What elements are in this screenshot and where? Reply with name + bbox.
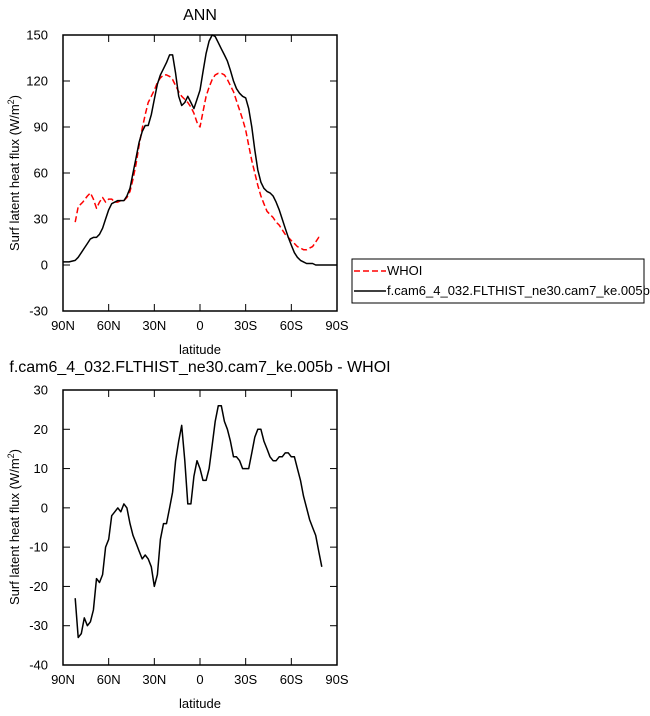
top-x-tick-label: 60S: [280, 318, 303, 333]
top-x-tick-label: 30S: [234, 318, 257, 333]
bottom-y-tick-label: -20: [29, 579, 48, 594]
bottom-y-tick-label: 0: [41, 500, 48, 515]
top-y-tick-label: 150: [26, 28, 48, 43]
top-x-tick-label: 90S: [325, 318, 348, 333]
top-y-ticks: -30 0 30 60 90 120 150: [26, 28, 337, 319]
top-chart-title: ANN: [183, 7, 217, 24]
bottom-y-tick-label: 10: [34, 461, 48, 476]
top-series-lines: [63, 34, 337, 266]
bottom-chart-title: f.cam6_4_032.FLTHIST_ne30.cam7_ke.005b -…: [9, 359, 390, 376]
legend-label-model: f.cam6_4_032.FLTHIST_ne30.cam7_ke.005b: [387, 283, 650, 298]
top-x-tick-label: 90N: [51, 318, 75, 333]
bottom-y-tick-label: -40: [29, 658, 48, 673]
top-panel: ANN 90N 60N 30N 0 30S 60S 90S -30 0 30 60 90 120 150…: [6, 7, 349, 357]
top-y-tick-label: 90: [34, 120, 48, 135]
bottom-y-ticks: -40 -30 -20 -10 0 10 20 30: [29, 383, 337, 673]
top-plot-frame: [62, 34, 338, 312]
bottom-panel: f.cam6_4_032.FLTHIST_ne30.cam7_ke.005b -…: [6, 359, 391, 711]
top-y-tick-label: 30: [34, 212, 48, 227]
legend-box: [351, 258, 645, 304]
bottom-y-tick-label: -10: [29, 540, 48, 555]
bottom-x-ticks: 90N 60N 30N 0 30S 60S 90S: [51, 390, 349, 687]
bottom-x-tick-label: 30N: [142, 672, 166, 687]
top-x-axis-label: latitude: [179, 342, 221, 357]
bottom-series-line-difference: [74, 404, 323, 639]
legend-label-whoi: WHOI: [387, 263, 422, 278]
bottom-x-tick-label: 90N: [51, 672, 75, 687]
top-series-line-model: [63, 34, 337, 266]
top-y-tick-label: 0: [41, 258, 48, 273]
top-x-tick-label: 0: [196, 318, 203, 333]
top-x-tick-label: 30N: [142, 318, 166, 333]
bottom-x-tick-label: 90S: [325, 672, 348, 687]
bottom-x-tick-label: 60N: [97, 672, 121, 687]
bottom-x-tick-label: 60S: [280, 672, 303, 687]
bottom-y-tick-label: -30: [29, 618, 48, 633]
bottom-y-axis-label: Surf latent heat flux (W/m2): [6, 449, 22, 605]
bottom-y-tick-label: 30: [34, 383, 48, 398]
bottom-x-tick-label: 30S: [234, 672, 257, 687]
bottom-plot-frame: [62, 389, 338, 666]
top-y-axis-label: Surf latent heat flux (W/m2): [6, 95, 22, 251]
bottom-x-tick-label: 0: [196, 672, 203, 687]
top-y-tick-label: -30: [29, 304, 48, 319]
bottom-x-axis-label: latitude: [179, 696, 221, 711]
top-y-tick-label: 60: [34, 166, 48, 181]
bottom-y-tick-label: 20: [34, 422, 48, 437]
top-series-line-whoi: [74, 72, 322, 251]
legend: WHOI f.cam6_4_032.FLTHIST_ne30.cam7_ke.0…: [351, 258, 650, 304]
top-x-tick-label: 60N: [97, 318, 121, 333]
top-y-tick-label: 120: [26, 74, 48, 89]
bottom-series-lines: [74, 404, 323, 639]
top-x-ticks: 90N 60N 30N 0 30S 60S 90S: [51, 35, 349, 333]
